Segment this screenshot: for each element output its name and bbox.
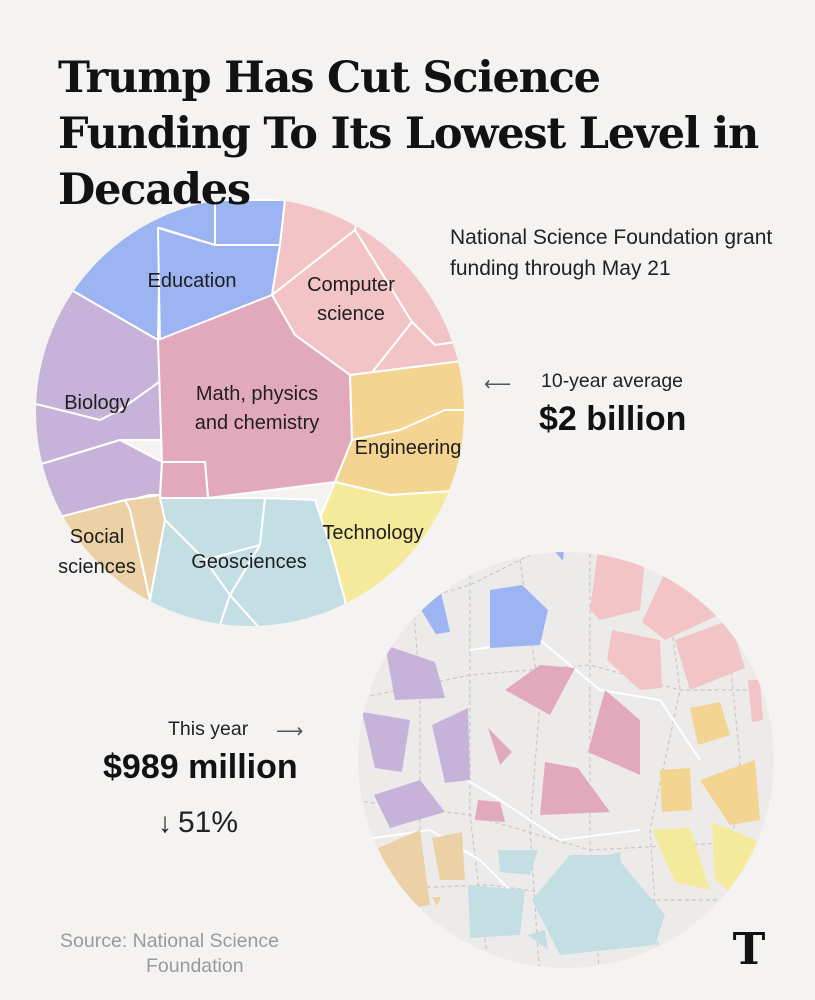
down-arrow-icon: ↓ xyxy=(158,807,172,838)
source-line-2: Foundation xyxy=(146,955,244,977)
nyt-logo: T xyxy=(732,924,766,975)
right-arrow-icon: ⟶ xyxy=(276,721,304,742)
cell xyxy=(598,852,621,868)
remaining-engineering xyxy=(660,702,760,825)
remaining-technology xyxy=(652,822,760,898)
label-social-2: sciences xyxy=(58,556,136,578)
grid-line xyxy=(449,769,641,842)
cell xyxy=(374,780,445,828)
cell xyxy=(690,702,730,745)
cell xyxy=(532,855,665,955)
cell xyxy=(432,832,465,880)
cell xyxy=(475,800,505,822)
cell xyxy=(712,822,760,898)
average-label: 10-year average xyxy=(541,370,684,392)
source-note: Source: National Science Foundation xyxy=(60,929,350,979)
label-math-2: and chemistry xyxy=(195,412,320,434)
cell xyxy=(362,712,410,772)
label-biology: Biology xyxy=(64,392,130,414)
this-year-circle xyxy=(358,552,774,968)
label-engineering: Engineering xyxy=(355,437,462,459)
cell xyxy=(378,830,430,910)
source-line-1: Source: National Science xyxy=(60,930,279,952)
cell xyxy=(528,930,548,950)
cell xyxy=(490,585,548,648)
region-geosciences xyxy=(119,497,351,626)
cell xyxy=(590,552,645,620)
change-percent: ↓ 51% xyxy=(158,806,238,840)
label-math-1: Math, physics xyxy=(196,383,318,405)
this-year-value: $989 million xyxy=(103,748,298,786)
cell xyxy=(700,760,760,825)
cell xyxy=(505,665,575,715)
cell xyxy=(488,728,512,765)
cell xyxy=(159,461,209,499)
this-year-label: This year xyxy=(168,718,249,740)
cell xyxy=(385,645,445,700)
cell xyxy=(748,680,763,722)
cell xyxy=(432,708,470,783)
remaining-social xyxy=(378,830,465,910)
cell xyxy=(468,885,525,938)
cell xyxy=(607,630,662,690)
grid-line xyxy=(589,552,601,968)
label-education: Education xyxy=(148,270,237,292)
cell xyxy=(540,762,610,815)
region-engineering xyxy=(334,359,464,496)
cell xyxy=(660,768,692,812)
label-computer-science-1: Computer xyxy=(307,274,395,296)
remaining-math xyxy=(475,665,640,822)
cell xyxy=(432,897,441,906)
cell xyxy=(675,620,745,690)
left-arrow-icon: ⟵ xyxy=(484,374,512,395)
cell xyxy=(498,850,538,875)
cell xyxy=(214,594,271,626)
cell xyxy=(555,552,564,561)
chart-title: Trump Has Cut Science Funding To Its Low… xyxy=(58,53,759,215)
label-geosciences: Geosciences xyxy=(191,551,307,573)
change-percent-value: 51% xyxy=(178,806,239,839)
cell xyxy=(652,828,710,890)
label-technology: Technology xyxy=(322,522,423,544)
cell xyxy=(204,544,261,596)
label-computer-science-2: science xyxy=(317,303,385,325)
chart-subtitle: National Science Foundation grant fundin… xyxy=(450,226,773,280)
remaining-biology xyxy=(362,645,470,828)
label-social-1: Social xyxy=(70,526,124,548)
average-value: $2 billion xyxy=(539,400,687,438)
cell xyxy=(588,690,640,775)
remaining-geo xyxy=(468,850,665,955)
